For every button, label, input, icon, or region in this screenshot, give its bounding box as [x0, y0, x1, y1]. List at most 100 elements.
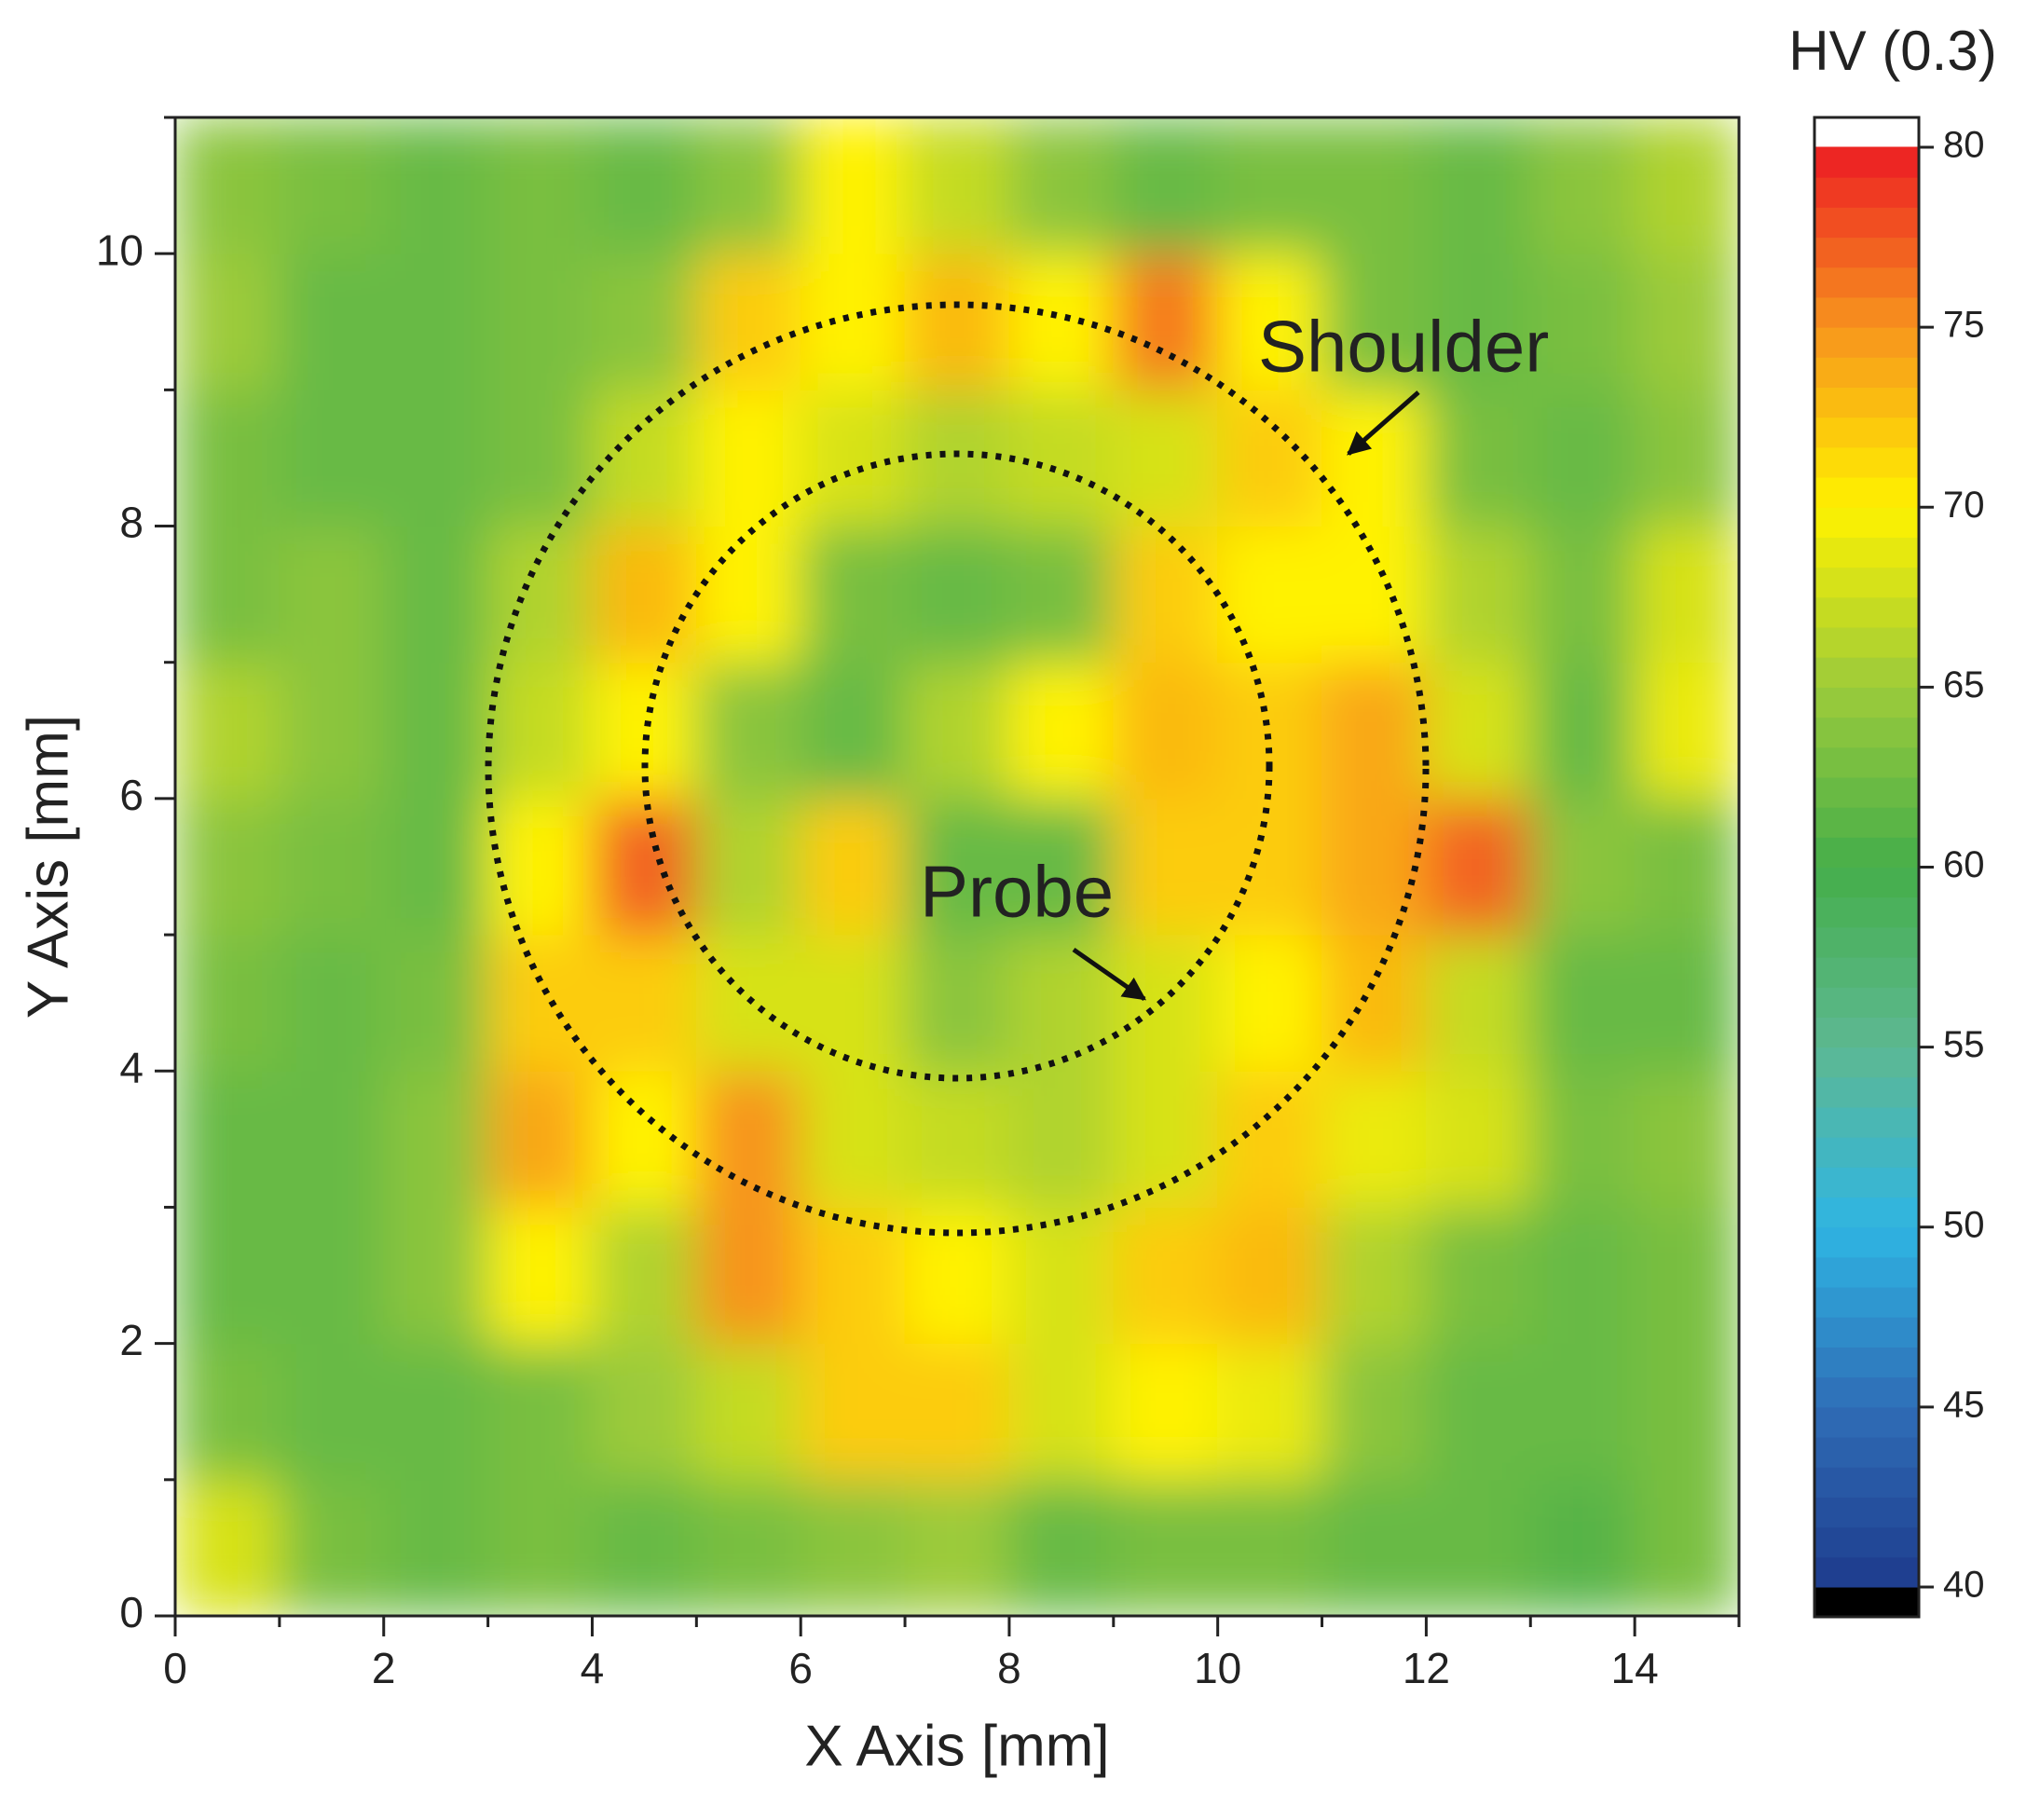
colorbar-band: [1814, 896, 1919, 928]
colorbar-band: [1814, 926, 1919, 958]
heatmap-cell: [279, 934, 385, 1072]
y-tick-label: 6: [119, 771, 144, 819]
heatmap-cell: [904, 1343, 1010, 1481]
heatmap-cell: [487, 934, 593, 1072]
colorbar-band: [1814, 956, 1919, 988]
heatmap-cell: [487, 526, 593, 664]
x-axis-label: X Axis [mm]: [804, 1714, 1109, 1778]
heatmap-cell: [1217, 662, 1323, 800]
heatmap-cell: [1425, 1343, 1531, 1481]
heatmap-cell: [175, 389, 281, 527]
colorbar-tick-label: 50: [1943, 1204, 1985, 1245]
colorbar-band: [1814, 356, 1919, 388]
heatmap-cell: [1529, 1070, 1636, 1208]
heatmap-cell: [1321, 798, 1427, 936]
heatmap-cell: [383, 1343, 489, 1481]
heatmap-cell: [1113, 1479, 1219, 1616]
colorbar-band: [1814, 1226, 1919, 1258]
colorbar-band: [1814, 567, 1919, 598]
colorbar-band: [1814, 326, 1919, 358]
heatmap-cell: [1008, 117, 1115, 254]
heatmap-cell: [1321, 253, 1427, 390]
x-tick-label: 2: [372, 1644, 396, 1692]
colorbar-band: [1814, 506, 1919, 538]
heatmap-cell: [591, 253, 697, 390]
heatmap-cell: [279, 1070, 385, 1208]
heatmap-cell: [383, 1206, 489, 1345]
colorbar-band: [1814, 1016, 1919, 1048]
heatmap-cell: [904, 253, 1010, 390]
y-tick-label: 4: [119, 1043, 144, 1091]
colorbar-band: [1814, 836, 1919, 868]
colorbar-band: [1814, 1136, 1919, 1168]
heatmap-cell: [1634, 662, 1739, 800]
colorbar-band: [1814, 296, 1919, 328]
heatmap-cell: [1634, 1343, 1739, 1481]
heatmap-cell: [1008, 1206, 1115, 1345]
heatmap-cell: [904, 1479, 1010, 1616]
probe-circle: [641, 450, 1273, 1082]
heatmap-cell: [591, 934, 697, 1072]
x-tick-label: 6: [788, 1644, 813, 1692]
heatmap-cell: [1321, 117, 1427, 254]
x-tick-label: 8: [997, 1644, 1021, 1692]
heatmap-cell: [487, 1206, 593, 1345]
colorbar-band: [1814, 1047, 1919, 1078]
colorbar-band: [1814, 717, 1919, 748]
heatmap-cell: [1529, 526, 1636, 664]
heatmap-cell: [279, 798, 385, 936]
heatmap-cell: [1425, 798, 1531, 936]
x-tick-label: 12: [1403, 1644, 1450, 1692]
colorbar-band: [1814, 1556, 1919, 1588]
colorbar-band: [1814, 1466, 1919, 1498]
colorbar-tick-label: 60: [1943, 844, 1985, 885]
y-tick-label: 0: [119, 1588, 144, 1636]
heatmap-cell: [1321, 934, 1427, 1072]
colorbar-band: [1814, 686, 1919, 718]
heatmap-cell: [1217, 526, 1323, 664]
heatmap-cell: [1113, 1070, 1219, 1208]
heatmap-cell: [1425, 526, 1531, 664]
heatmap-cell: [1113, 662, 1219, 800]
heatmap-cell: [1634, 253, 1739, 390]
heatmap-cell: [695, 1343, 801, 1481]
heatmap-cell: [800, 662, 906, 800]
heatmap-cell: [1321, 526, 1427, 664]
heatmap-cell: [175, 526, 281, 664]
colorbar-band: [1814, 867, 1919, 898]
heatmap-cell: [1425, 1070, 1531, 1208]
heatmap-cell: [1529, 1479, 1636, 1616]
heatmap-cell: [695, 1206, 801, 1345]
colorbar-tick-label: 45: [1943, 1384, 1985, 1425]
heatmap-cell: [1529, 798, 1636, 936]
colorbar-extension-low: [1814, 1587, 1919, 1617]
colorbar-band: [1814, 1406, 1919, 1438]
heatmap-cell: [487, 389, 593, 527]
colorbar-band: [1814, 446, 1919, 478]
annotation: Probe: [920, 851, 1114, 933]
x-tick-label: 0: [163, 1644, 187, 1692]
heatmap-cell: [1425, 253, 1531, 390]
heatmap-cell: [591, 1479, 697, 1616]
colorbar-band: [1814, 626, 1919, 658]
colorbar-tick-label: 40: [1943, 1565, 1985, 1606]
colorbar-band: [1814, 1166, 1919, 1198]
y-tick-label: 8: [119, 499, 144, 547]
heatmap-cell: [591, 526, 697, 664]
heatmap-cell: [800, 934, 906, 1072]
heatmap-cell: [1529, 117, 1636, 254]
heatmap-cell: [800, 1343, 906, 1481]
colorbar-band: [1814, 1076, 1919, 1108]
colorbar-band: [1814, 146, 1919, 178]
colorbar-tick-label: 65: [1943, 664, 1985, 705]
colorbar-band: [1814, 1316, 1919, 1348]
heatmap-cell: [1217, 253, 1323, 390]
colorbar-band: [1814, 206, 1919, 239]
heatmap-cell: [800, 389, 906, 527]
colorbar-band: [1814, 1197, 1919, 1228]
colorbar-band: [1814, 776, 1919, 808]
heatmap-cell: [1425, 1206, 1531, 1345]
heatmap-cell: [695, 662, 801, 800]
heatmap-cell: [1321, 1070, 1427, 1208]
